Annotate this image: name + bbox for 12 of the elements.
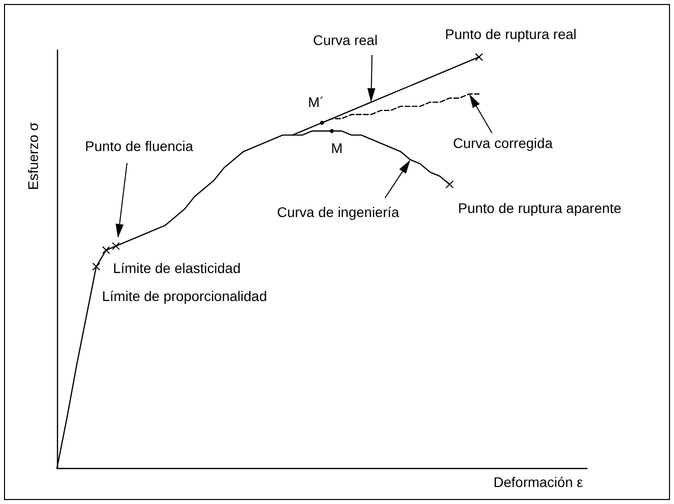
annotation: Curva de ingeniería [277, 204, 400, 220]
text: Curva real [313, 32, 378, 48]
annotation: Curva corregida [453, 135, 553, 151]
annotation: Límite de elasticidad [113, 260, 241, 276]
annotation: Límite de proporcionalidad [102, 288, 267, 304]
annotation: M´ [308, 94, 324, 110]
x-axis-title: Deformación ε [494, 474, 584, 490]
annotation: Punto de fluencia [85, 138, 194, 154]
text: Punto de ruptura real [445, 26, 577, 42]
annotation: M [331, 140, 343, 156]
annotation: Punto de ruptura aparente [458, 200, 622, 216]
y-axis-title: Esfuerzo σ [25, 122, 41, 190]
